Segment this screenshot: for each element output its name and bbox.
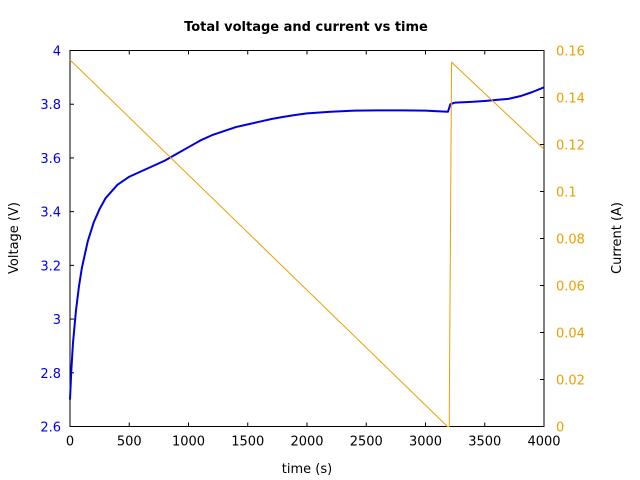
right-y-tick-label: 0	[556, 421, 564, 436]
x-tick-label: 500	[117, 435, 142, 450]
x-tick-label: 3000	[409, 435, 442, 450]
right-y-tick-label: 0.1	[556, 186, 577, 201]
left-y-tick-label: 3.6	[40, 152, 61, 167]
right-y-tick-label: 0.04	[556, 327, 585, 342]
current-series-line	[69, 59, 545, 427]
plot-frame	[69, 50, 545, 427]
x-tick-label: 4000	[527, 435, 560, 450]
right-y-axis-label: Current (A)	[610, 202, 625, 274]
x-tick-label: 2500	[350, 435, 383, 450]
left-y-tick-label: 3.8	[40, 98, 61, 113]
left-y-axis-label: Voltage (V)	[7, 202, 22, 274]
plot-area	[69, 50, 545, 427]
right-y-tick-label: 0.12	[556, 139, 585, 154]
right-y-tick-label: 0.16	[556, 45, 585, 60]
x-tick-label: 2000	[290, 435, 323, 450]
right-y-tick-label: 0.08	[556, 233, 585, 248]
right-axis-ticks: 0 0.02 0.04 0.06 0.08 0.1 0.12 0.14 0.16	[540, 45, 585, 436]
left-y-tick-label: 3	[53, 313, 61, 328]
left-y-tick-label: 4	[53, 45, 61, 60]
x-tick-label: 0	[66, 435, 74, 450]
left-axis-ticks: 2.6 2.8 3 3.2 3.4 3.6 3.8 4	[40, 45, 74, 436]
left-y-tick-label: 3.4	[40, 206, 61, 221]
chart-title: Total voltage and current vs time	[184, 20, 428, 35]
voltage-series-line	[69, 86, 545, 400]
left-y-tick-label: 3.2	[40, 259, 61, 274]
x-axis-ticks: 0 500 1000 1500 2000 2500 3000 3500 4000	[66, 50, 561, 450]
left-y-tick-label: 2.6	[40, 421, 61, 436]
x-axis-label: time (s)	[282, 462, 332, 477]
left-y-tick-label: 2.8	[40, 367, 61, 382]
right-y-tick-label: 0.06	[556, 280, 585, 295]
right-y-tick-label: 0.02	[556, 374, 585, 389]
x-tick-label: 1500	[231, 435, 264, 450]
x-tick-label: 1000	[172, 435, 205, 450]
right-y-tick-label: 0.14	[556, 92, 585, 107]
x-tick-label: 3500	[468, 435, 501, 450]
series-layer	[69, 59, 545, 427]
